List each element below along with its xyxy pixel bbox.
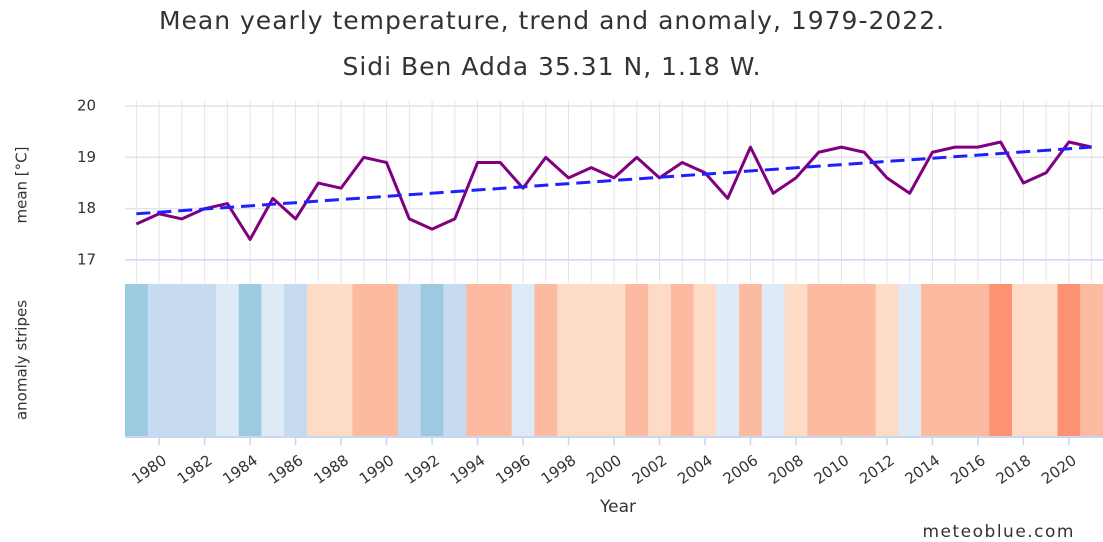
x-tick-label: 1996 [492,451,534,488]
anomaly-stripe [466,284,490,437]
x-tick-label: 2018 [993,451,1035,488]
anomaly-stripe [943,284,968,437]
anomaly-stripe [693,284,717,437]
x-tick-label: 2004 [674,451,716,488]
anomaly-stripe [306,284,331,437]
anomaly-stripe [716,284,740,437]
x-tick-label: 1998 [538,451,580,488]
anomaly-stripe [966,284,990,437]
anomaly-stripe [579,284,604,437]
x-tick-label: 1990 [356,451,398,488]
anomaly-stripe [193,284,217,437]
x-axis-label: Year [599,497,636,517]
anomaly-stripe [329,284,353,437]
stripes-label: anomaly stripes [13,300,31,420]
anomaly-stripe [852,284,877,437]
y-tick-label: 17 [77,250,96,268]
x-tick-label: 1988 [310,451,352,488]
x-tick-label: 1984 [219,451,261,488]
anomaly-stripe [420,284,444,437]
anomaly-stripe [534,284,558,437]
y-tick-label: 20 [77,97,96,115]
anomaly-stripe [625,284,649,437]
anomaly-stripe [1057,284,1081,437]
credit: meteoblue.com [922,522,1075,542]
anomaly-stripe [670,284,695,437]
x-tick-label: 2014 [902,451,944,488]
x-tick-label: 2012 [856,451,898,488]
anomaly-stripe [443,284,467,437]
x-tick-label: 1980 [128,451,170,488]
anomaly-stripe [170,284,194,437]
anomaly-stripe [238,284,262,437]
anomaly-stripe [898,284,922,437]
x-tick-label: 2020 [1038,451,1080,488]
x-tick-label: 2008 [765,451,807,488]
anomaly-stripe [397,284,422,437]
temperature-line [135,140,1092,241]
anomaly-stripe [989,284,1013,437]
x-tick-label: 2016 [947,451,989,488]
anomaly-stripe [557,284,581,437]
anomaly-stripe [1012,284,1036,437]
y-tick-label: 18 [77,199,96,217]
anomaly-stripe [784,284,808,437]
anomaly-stripe [921,284,945,437]
x-tick-label: 1994 [447,451,489,488]
anomaly-stripe [215,284,240,437]
anomaly-stripe [147,284,171,437]
trend-line [136,145,1092,216]
x-tick-label: 1992 [401,451,443,488]
anomaly-stripe [352,284,376,437]
x-tick-label: 2002 [629,451,671,488]
anomaly-stripe [375,284,399,437]
anomaly-stripe [830,284,854,437]
anomaly-stripe [261,284,285,437]
anomaly-stripe [284,284,308,437]
y-tick-label: 19 [77,148,96,166]
anomaly-stripe [488,284,513,437]
x-tick-label: 2010 [811,451,853,488]
y-axis-label: mean [°C] [13,147,31,224]
anomaly-stripe [761,284,786,437]
anomaly-stripe [602,284,626,437]
x-tick-label: 2000 [583,451,625,488]
x-tick-label: 1986 [265,451,307,488]
anomaly-stripe [807,284,831,437]
anomaly-stripe [648,284,672,437]
anomaly-stripe [1034,284,1059,437]
anomaly-stripe [875,284,899,437]
anomaly-stripe [125,284,149,437]
x-tick-label: 2006 [720,451,762,488]
chart-title: Mean yearly temperature, trend and anoma… [159,6,945,35]
chart-subtitle: Sidi Ben Adda 35.31 N, 1.18 W. [342,52,761,81]
anomaly-stripe [1080,284,1103,437]
x-tick-label: 1982 [174,451,216,488]
anomaly-stripe [511,284,535,437]
anomaly-stripe [739,284,763,437]
